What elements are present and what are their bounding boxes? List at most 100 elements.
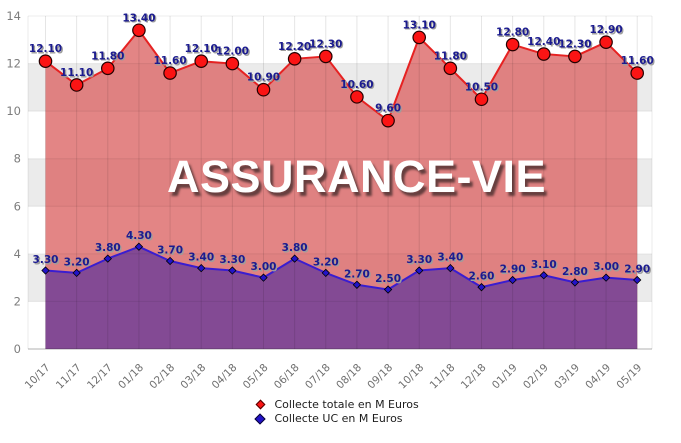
svg-text:3.40: 3.40 xyxy=(190,253,216,265)
y-axis-tick: 4 xyxy=(14,247,21,261)
legend-item-collecte-totale: Collecte totale en M Euros xyxy=(252,398,430,411)
x-axis-tick: 12/18 xyxy=(459,362,489,392)
value-label: 10.60 xyxy=(340,79,373,91)
value-label: 3.10 xyxy=(531,259,557,271)
svg-text:10.50: 10.50 xyxy=(466,83,499,95)
svg-text:13.40: 13.40 xyxy=(124,14,157,26)
svg-text:12.40: 12.40 xyxy=(528,37,561,49)
x-axis-tick: 11/17 xyxy=(54,362,84,392)
svg-text:11.60: 11.60 xyxy=(622,56,655,68)
value-label: 3.20 xyxy=(313,256,339,268)
x-axis-tick: 05/18 xyxy=(241,362,271,392)
value-label: 11.60 xyxy=(153,55,186,67)
y-axis-tick: 0 xyxy=(14,342,21,356)
svg-text:3.10: 3.10 xyxy=(532,260,558,272)
x-axis-tick: 01/19 xyxy=(490,362,520,392)
value-label: 2.90 xyxy=(624,264,650,276)
x-axis-tick: 03/18 xyxy=(178,362,208,392)
svg-text:2.50: 2.50 xyxy=(376,274,402,286)
legend-label-collecte-totale: Collecte totale en M Euros xyxy=(274,398,419,411)
svg-text:3.20: 3.20 xyxy=(314,258,340,270)
value-label: 3.70 xyxy=(157,244,183,256)
value-label: 3.40 xyxy=(188,252,214,264)
value-label: 4.30 xyxy=(126,230,152,242)
blue-diamond-icon xyxy=(254,412,266,425)
svg-text:3.80: 3.80 xyxy=(96,243,122,255)
x-axis-tick: 09/18 xyxy=(365,362,395,392)
x-axis-tick: 06/18 xyxy=(272,362,302,392)
x-axis-tick: 08/18 xyxy=(334,362,364,392)
svg-text:2.70: 2.70 xyxy=(345,270,371,282)
svg-text:11.80: 11.80 xyxy=(435,52,468,64)
x-axis-tick: 02/18 xyxy=(147,362,177,392)
value-label: 2.60 xyxy=(469,271,495,283)
legend-marker-col xyxy=(252,412,269,425)
svg-text:3.80: 3.80 xyxy=(283,243,309,255)
svg-text:3.70: 3.70 xyxy=(158,246,184,258)
value-label: 2.70 xyxy=(344,268,370,280)
svg-text:2.60: 2.60 xyxy=(470,272,496,284)
x-axis-tick: 01/18 xyxy=(116,362,146,392)
legend-label-collecte-uc: Collecte UC en M Euros xyxy=(274,412,403,425)
x-axis-tick: 04/18 xyxy=(210,362,240,392)
value-label: 11.10 xyxy=(60,67,93,79)
svg-text:4.30: 4.30 xyxy=(127,232,153,244)
legend-marker-col xyxy=(252,399,269,410)
legend-item-collecte-uc: Collecte UC en M Euros xyxy=(252,412,430,425)
x-axis-tick: 03/19 xyxy=(552,362,582,392)
value-label: 3.00 xyxy=(593,261,619,273)
x-axis-tick: 10/18 xyxy=(396,362,426,392)
value-label: 3.30 xyxy=(33,254,59,266)
svg-text:12.10: 12.10 xyxy=(30,44,63,56)
x-axis-tick: 05/19 xyxy=(614,362,644,392)
value-label: 11.80 xyxy=(91,50,124,62)
svg-text:3.40: 3.40 xyxy=(439,253,465,265)
y-axis-tick: 2 xyxy=(14,294,21,308)
svg-text:3.30: 3.30 xyxy=(221,255,247,267)
value-label: 3.30 xyxy=(219,254,245,266)
legend: Collecte totale en M Euros Collecte UC e… xyxy=(0,398,681,425)
x-axis-tick: 04/19 xyxy=(583,362,613,392)
svg-text:3.00: 3.00 xyxy=(594,262,620,274)
value-label: 12.10 xyxy=(29,43,62,55)
value-label: 12.20 xyxy=(278,41,311,53)
value-label: 12.40 xyxy=(527,36,560,48)
svg-text:11.10: 11.10 xyxy=(61,68,94,80)
y-axis-tick: 14 xyxy=(6,9,21,23)
value-label: 3.00 xyxy=(251,261,277,273)
svg-text:3.00: 3.00 xyxy=(252,262,278,274)
y-axis-tick: 12 xyxy=(6,57,21,71)
value-label: 9.60 xyxy=(375,103,401,115)
y-axis-tick: 6 xyxy=(14,199,21,213)
svg-text:2.90: 2.90 xyxy=(501,265,527,277)
svg-text:12.00: 12.00 xyxy=(217,47,250,59)
value-label: 2.80 xyxy=(562,266,588,278)
value-label: 10.50 xyxy=(465,81,498,93)
value-label: 12.00 xyxy=(216,46,249,58)
svg-text:12.20: 12.20 xyxy=(279,42,312,54)
value-label: 13.40 xyxy=(122,12,155,24)
svg-text:3.30: 3.30 xyxy=(408,255,434,267)
svg-text:9.60: 9.60 xyxy=(376,104,402,116)
x-axis-tick: 02/19 xyxy=(521,362,551,392)
value-label: 3.80 xyxy=(95,242,121,254)
svg-text:12.80: 12.80 xyxy=(497,28,530,40)
svg-text:12.90: 12.90 xyxy=(591,25,624,37)
value-label: 2.50 xyxy=(375,273,401,285)
y-axis-tick: 10 xyxy=(6,104,21,118)
value-label: 3.80 xyxy=(282,242,308,254)
value-label: 11.60 xyxy=(621,55,654,67)
svg-text:3.20: 3.20 xyxy=(65,258,91,270)
x-axis-tick: 10/17 xyxy=(23,362,53,392)
value-label: 11.80 xyxy=(434,50,467,62)
svg-text:11.80: 11.80 xyxy=(92,52,125,64)
value-label: 2.90 xyxy=(500,264,526,276)
value-label: 12.90 xyxy=(589,24,622,36)
svg-text:12.30: 12.30 xyxy=(560,40,593,52)
svg-text:12.10: 12.10 xyxy=(186,44,219,56)
red-diamond-icon xyxy=(255,399,265,410)
value-label: 3.40 xyxy=(437,252,463,264)
y-axis-tick: 8 xyxy=(14,152,21,166)
